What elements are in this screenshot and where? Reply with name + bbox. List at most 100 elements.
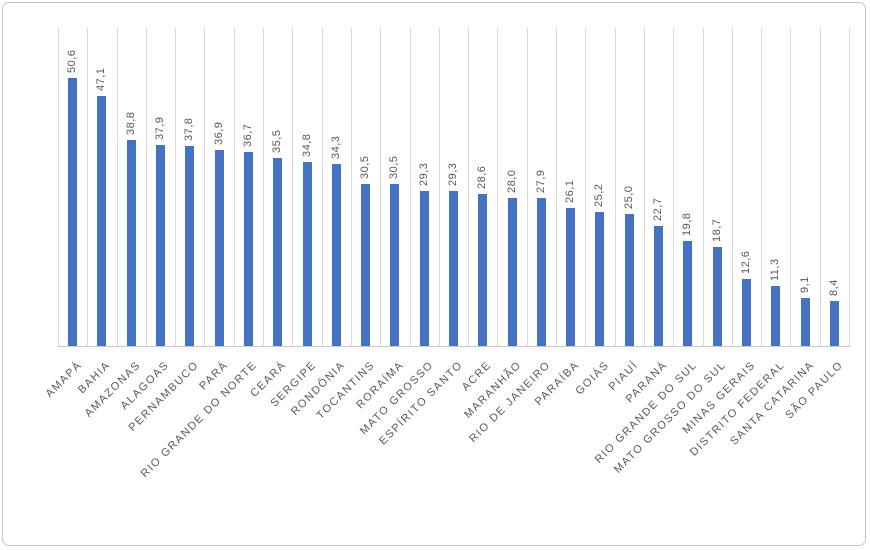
x-axis-category-label: PARANÁ — [623, 359, 671, 406]
x-axis-category-label: RIO GRANDE DO SUL — [592, 359, 700, 466]
bar-value-label: 25,0 — [622, 185, 635, 209]
bar-value-label: 26,1 — [564, 179, 577, 203]
bar-value-label: 27,9 — [534, 169, 547, 194]
gridline — [673, 28, 674, 346]
gridline — [820, 28, 821, 346]
bar — [507, 197, 517, 346]
bar — [712, 246, 722, 346]
bar-value-label: 30,5 — [388, 155, 401, 180]
gridline — [58, 28, 59, 346]
bar — [800, 297, 810, 346]
x-axis-category-label: PARAÍBA — [533, 359, 583, 409]
bar-value-label: 47,1 — [95, 67, 108, 92]
gridline — [497, 28, 498, 346]
x-axis-category-label: SERGIPE — [268, 359, 319, 410]
bar-value-label: 35,5 — [271, 129, 284, 153]
gridline — [468, 28, 469, 346]
x-axis-category-label: PIAUÍ — [606, 359, 641, 394]
gridline — [556, 28, 557, 346]
x-axis-category-label: RIO GRANDE DO NORTE — [138, 359, 260, 480]
bar-value-label: 18,7 — [710, 218, 723, 242]
bar — [624, 213, 634, 346]
x-axis-category-label: MATO GROSSO — [357, 359, 436, 438]
x-axis-category-label: PERNAMBUCO — [126, 359, 202, 434]
bar-value-label: 11,3 — [769, 258, 782, 282]
x-axis-category-label: MINAS GERAIS — [680, 359, 758, 437]
gridline — [703, 28, 704, 346]
x-axis-category-label: RIO DE JANEIRO — [466, 359, 553, 446]
bar-value-label: 50,6 — [66, 49, 79, 73]
x-axis-category-label: MATO GROSSO DO SUL — [611, 359, 729, 476]
bar-value-label: 34,8 — [300, 133, 313, 157]
x-axis-category-label: BAHIA — [76, 359, 114, 397]
gridline — [615, 28, 616, 346]
bar-value-label: 37,8 — [183, 117, 196, 141]
bar — [331, 164, 341, 346]
gridline — [439, 28, 440, 346]
bar-value-label: 29,3 — [447, 162, 459, 186]
bar — [214, 150, 224, 346]
x-axis-category-label: SÃO PAULO — [783, 359, 846, 422]
gridline — [585, 28, 586, 346]
bar — [829, 301, 839, 346]
x-axis-category-label: ACRE — [459, 359, 495, 394]
gridline — [204, 28, 205, 346]
bar — [390, 184, 400, 346]
bar — [449, 190, 458, 346]
gridline — [790, 28, 791, 346]
gridline — [761, 28, 762, 346]
bar-value-label: 38,8 — [124, 111, 137, 136]
x-axis-category-label: PARÁ — [197, 359, 231, 393]
bar — [97, 96, 107, 346]
bar — [595, 212, 605, 346]
bar — [302, 161, 312, 346]
bar — [683, 241, 693, 346]
bar-value-label: 22,7 — [652, 197, 665, 221]
bar — [478, 194, 488, 346]
bar — [741, 279, 751, 346]
gridline — [410, 28, 411, 346]
x-axis-category-label: SANTA CATARINA — [727, 359, 817, 448]
bar — [419, 190, 429, 346]
x-axis-category-label: AMAPÁ — [43, 359, 85, 401]
x-axis-category-label: RORAÍMA — [354, 359, 407, 412]
bar — [185, 145, 195, 346]
bar — [566, 207, 576, 346]
bar — [771, 286, 781, 346]
x-axis-category-label: GOIÁS — [573, 359, 612, 398]
gridline — [292, 28, 293, 346]
bar-value-label: 30,5 — [359, 155, 372, 180]
bar-value-label: 28,6 — [476, 166, 489, 190]
gridline — [527, 28, 528, 346]
bar — [536, 198, 546, 346]
bar — [273, 157, 283, 346]
bar-value-label: 37,9 — [154, 116, 167, 141]
gridline — [175, 28, 176, 346]
bar — [126, 140, 136, 346]
bar-value-label: 19,8 — [681, 212, 694, 237]
bar — [68, 77, 78, 346]
bar-value-label: 29,3 — [417, 162, 430, 186]
bar-value-label: 28,0 — [505, 169, 518, 193]
x-axis-category-label: ESPÍRITO SANTO — [376, 359, 465, 448]
gridline — [234, 28, 235, 346]
gridline — [146, 28, 147, 346]
x-axis-category-label: RONDÔNIA — [288, 359, 348, 418]
bar-value-label: 12,6 — [739, 250, 752, 275]
gridline — [117, 28, 118, 346]
x-axis-line — [58, 346, 850, 347]
bar — [361, 184, 371, 346]
gridline — [87, 28, 88, 346]
x-axis-category-label: AMAZONAS — [82, 359, 143, 420]
bar-value-label: 34,3 — [329, 135, 342, 160]
bar-value-label: 36,7 — [241, 123, 254, 147]
gridline — [263, 28, 264, 346]
gridline — [322, 28, 323, 346]
bar — [243, 151, 253, 346]
x-axis-category-label: TOCANTINS — [314, 359, 378, 422]
bar-value-label: 8,4 — [827, 279, 840, 297]
bar — [654, 225, 664, 346]
bar-value-label: 25,2 — [593, 184, 606, 208]
bar — [156, 145, 166, 346]
